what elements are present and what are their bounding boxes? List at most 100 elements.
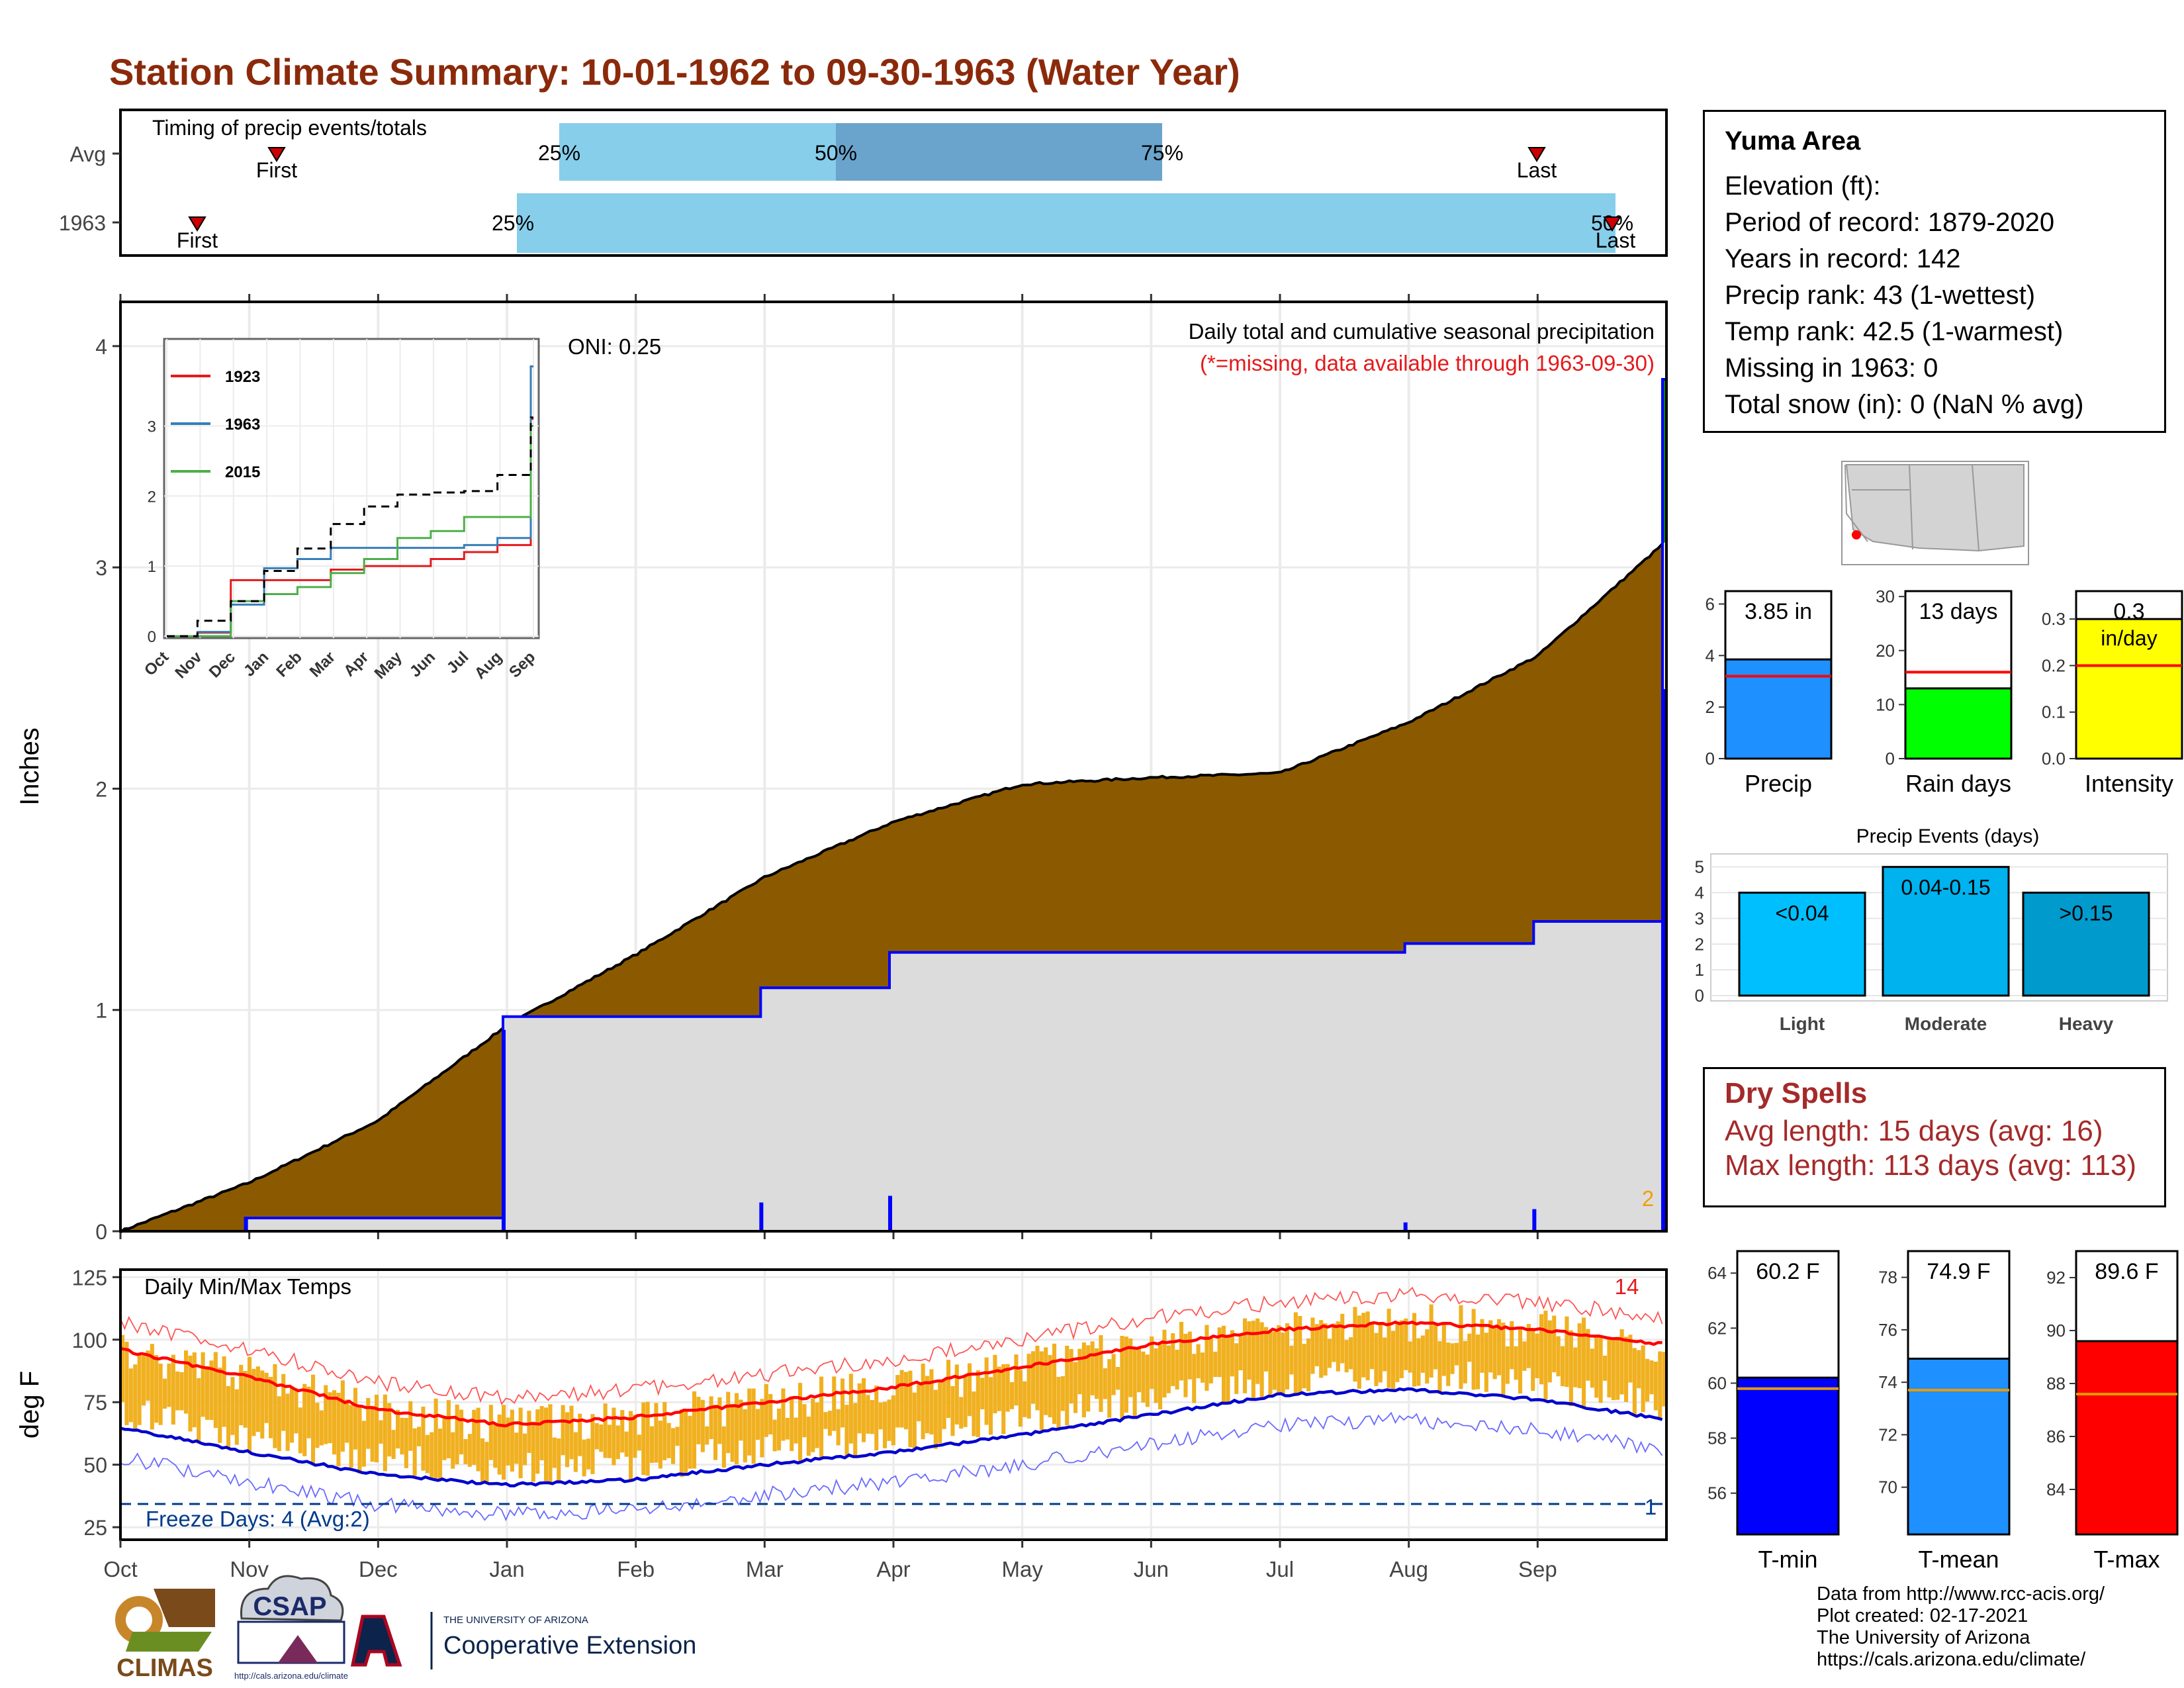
events-category-label: Light bbox=[1780, 1013, 1825, 1034]
daily-temp-range-bar bbox=[933, 1389, 938, 1449]
daily-temp-range-bar bbox=[620, 1410, 625, 1453]
daily-temp-range-bar bbox=[417, 1427, 422, 1446]
daily-temp-range-bar bbox=[790, 1396, 794, 1451]
dry-spells-panel: Dry Spells Avg length: 15 days (avg: 16)… bbox=[1703, 1067, 2166, 1207]
daily-temp-range-bar bbox=[446, 1400, 451, 1458]
daily-temp-range-bar bbox=[154, 1355, 159, 1423]
daily-temp-range-bar bbox=[1081, 1342, 1086, 1418]
daily-temp-range-bar bbox=[1010, 1382, 1015, 1409]
daily-temp-range-bar bbox=[391, 1430, 396, 1459]
inset-series-line bbox=[167, 416, 533, 637]
daily-temp-range-bar bbox=[1150, 1336, 1154, 1389]
daily-temp-range-bar bbox=[311, 1374, 316, 1464]
precip-note-2: (*=missing, data available through 1963-… bbox=[1200, 351, 1655, 375]
daily-temp-range-bar bbox=[794, 1417, 798, 1444]
daily-temp-range-bar bbox=[679, 1409, 684, 1477]
daily-temp-range-bar bbox=[518, 1407, 523, 1479]
stat-y-tick-label: 0.1 bbox=[2042, 702, 2066, 722]
month-label: Jun bbox=[1134, 1557, 1169, 1581]
daily-temp-range-bar bbox=[925, 1376, 930, 1434]
daily-temp-range-bar bbox=[510, 1409, 514, 1472]
daily-temp-range-bar bbox=[1124, 1336, 1128, 1413]
daily-temp-range-bar bbox=[989, 1377, 993, 1435]
stat-unit-label: in/day bbox=[2101, 626, 2157, 650]
daily-temp-range-bar bbox=[650, 1426, 655, 1463]
stat-y-tick-label: 4 bbox=[1706, 645, 1715, 665]
daily-temp-range-bar bbox=[1543, 1310, 1548, 1399]
ua-small-text: THE UNIVERSITY OF ARIZONA bbox=[443, 1615, 588, 1626]
daily-temp-range-bar bbox=[997, 1366, 1001, 1411]
daily-temp-range-bar bbox=[527, 1411, 531, 1453]
daily-temp-range-bar bbox=[383, 1394, 387, 1472]
daily-temp-range-bar bbox=[895, 1375, 900, 1428]
daily-temp-range-bar bbox=[484, 1442, 489, 1484]
precip-y-tick-label: 2 bbox=[95, 777, 107, 801]
daily-temp-range-bar bbox=[408, 1401, 413, 1451]
daily-temp-range-bar bbox=[666, 1423, 671, 1458]
daily-temp-range-bar bbox=[442, 1416, 447, 1460]
daily-temp-range-bar bbox=[361, 1421, 366, 1467]
daily-temp-range-bar bbox=[379, 1420, 383, 1444]
daily-temp-range-bar bbox=[1107, 1359, 1112, 1418]
inset-legend-label: 1923 bbox=[225, 368, 260, 386]
daily-temp-range-bar bbox=[1171, 1333, 1175, 1386]
daily-temp-range-bar bbox=[1289, 1345, 1294, 1375]
daily-temp-range-bar bbox=[1374, 1333, 1379, 1386]
daily-temp-range-bar bbox=[120, 1335, 125, 1402]
daily-temp-range-bar bbox=[705, 1426, 709, 1445]
stat-category-label: Intensity bbox=[2085, 770, 2173, 797]
daily-temp-range-bar bbox=[1628, 1335, 1633, 1383]
year-cumulative-area bbox=[120, 379, 1666, 1231]
inset-y-tick-label: 2 bbox=[148, 488, 156, 506]
daily-temp-range-bar bbox=[1208, 1338, 1213, 1383]
daily-temp-range-bar bbox=[1187, 1331, 1192, 1380]
daily-temp-range-bar bbox=[624, 1431, 629, 1457]
precip-y-tick-label: 4 bbox=[95, 335, 107, 359]
daily-temp-range-bar bbox=[1302, 1344, 1306, 1389]
avg-quartile-bar-low bbox=[559, 123, 836, 181]
precip-y-tick-label: 1 bbox=[95, 999, 107, 1023]
daily-temp-range-bar bbox=[1522, 1341, 1527, 1371]
daily-temp-range-bar bbox=[853, 1403, 858, 1458]
daily-temp-range-bar bbox=[1065, 1345, 1069, 1425]
daily-temp-range-bar bbox=[455, 1404, 459, 1465]
daily-temp-range-bar bbox=[467, 1434, 472, 1467]
daily-temp-range-bar bbox=[1310, 1317, 1315, 1374]
daily-temp-range-bar bbox=[823, 1412, 828, 1429]
avg-first-marker-icon bbox=[267, 147, 286, 162]
csap-logo: CSAP http://cals.arizona.edu/climate bbox=[234, 1575, 348, 1681]
daily-temp-range-bar bbox=[488, 1405, 493, 1460]
daily-temp-range-bar bbox=[594, 1423, 599, 1450]
daily-temp-range-bar bbox=[1653, 1362, 1658, 1411]
stat-y-tick-label: 90 bbox=[2046, 1321, 2066, 1340]
month-label: Feb bbox=[617, 1557, 655, 1581]
daily-temp-range-bar bbox=[959, 1397, 964, 1429]
daily-temp-range-bar bbox=[1060, 1376, 1065, 1411]
temp-y-tick-label: 50 bbox=[83, 1454, 107, 1477]
avg-last-label: Last bbox=[1517, 158, 1557, 182]
daily-temp-range-bar bbox=[950, 1385, 955, 1436]
daily-temp-range-bar bbox=[904, 1372, 909, 1430]
daily-temp-range-bar bbox=[557, 1438, 561, 1482]
avg-quartile-bar-mid bbox=[836, 123, 1162, 181]
daily-temp-range-bar bbox=[1226, 1336, 1230, 1404]
daily-temp-range-bar bbox=[815, 1402, 819, 1448]
events-bar bbox=[2022, 892, 2150, 997]
daily-temp-range-bar bbox=[366, 1397, 371, 1449]
daily-temp-range-bar bbox=[285, 1393, 290, 1451]
daily-temp-range-bar bbox=[1222, 1325, 1226, 1404]
daily-temp-range-bar bbox=[1577, 1323, 1582, 1389]
stat-y-tick-label: 92 bbox=[2046, 1268, 2066, 1288]
events-y-tick-label: 1 bbox=[1695, 960, 1704, 980]
daily-temp-range-bar bbox=[1052, 1343, 1057, 1425]
stat-y-tick-label: 62 bbox=[1707, 1318, 1727, 1338]
daily-temp-range-bar bbox=[328, 1392, 332, 1444]
daily-temp-range-bar bbox=[1353, 1307, 1357, 1382]
daily-temp-range-bar bbox=[506, 1417, 510, 1466]
timing-label: Timing of precip events/totals bbox=[152, 116, 427, 140]
stat-bar bbox=[1736, 1376, 1840, 1536]
daily-temp-range-bar bbox=[171, 1354, 175, 1425]
daily-temp-range-bar bbox=[400, 1417, 404, 1455]
daily-temp-range-bar bbox=[433, 1398, 438, 1479]
daily-temp-range-bar bbox=[1213, 1352, 1218, 1378]
